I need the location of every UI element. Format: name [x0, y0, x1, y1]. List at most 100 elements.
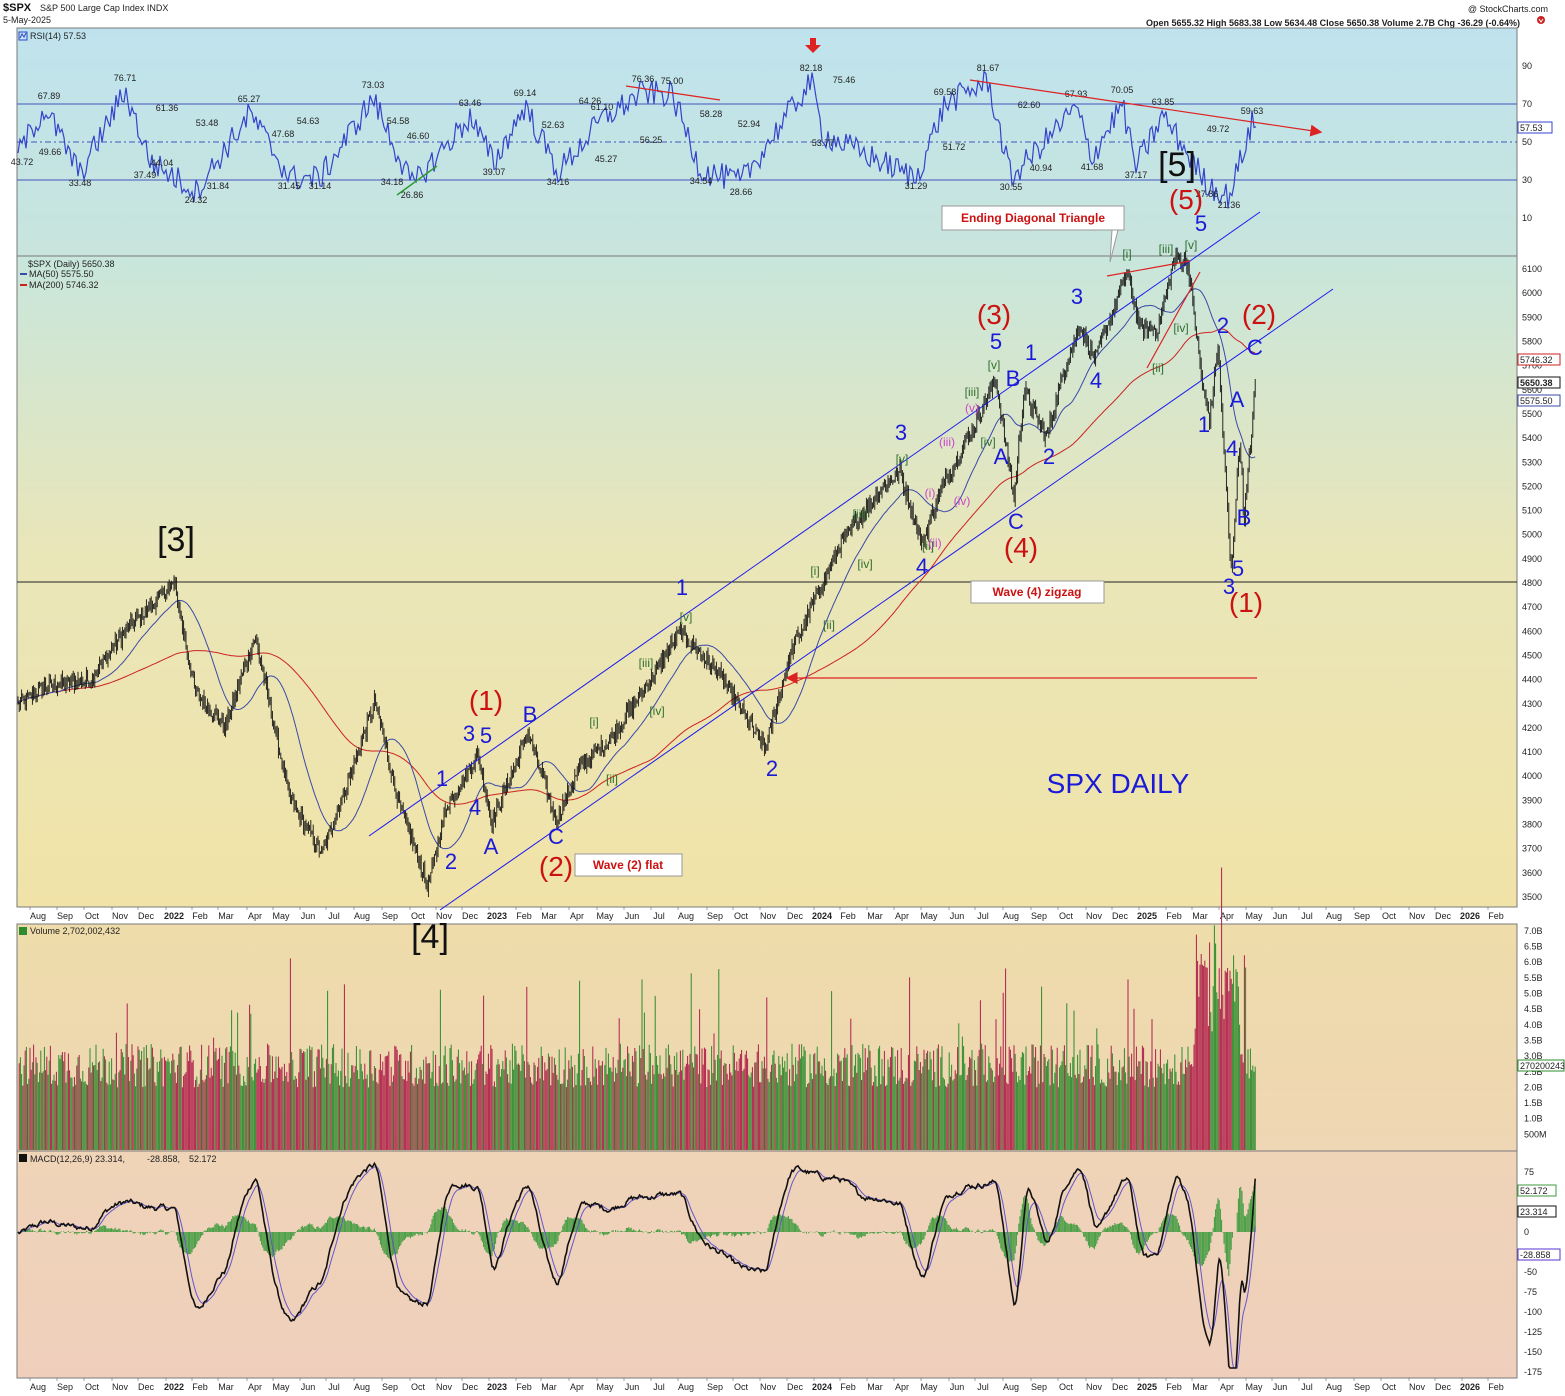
wave-label: [iv] — [857, 557, 872, 571]
rsi-value-label: 37.49 — [134, 170, 157, 180]
time-tick: Apr — [895, 1382, 909, 1392]
time-tick: Oct — [734, 911, 749, 921]
time-tick: Dec — [462, 911, 479, 921]
rsi-trendlines — [396, 79, 1323, 196]
rsi-value-label: 62.60 — [1018, 100, 1041, 110]
rsi-legend-icon — [18, 31, 28, 41]
price-tick: 3500 — [1522, 892, 1542, 902]
rsi-value-label: 61.36 — [156, 103, 179, 113]
ending-diagonal-upper — [1106, 260, 1191, 277]
time-tick: Mar — [541, 911, 557, 921]
time-tick: Jul — [977, 911, 989, 921]
time-tick: Feb — [1166, 911, 1182, 921]
rsi-value-label: 52.63 — [542, 120, 565, 130]
time-tick: Feb — [192, 1382, 208, 1392]
ma200-line — [17, 328, 1256, 805]
time-tick: 2022 — [164, 911, 184, 921]
svg-text:Wave (4) zigzag: Wave (4) zigzag — [993, 585, 1082, 599]
svg-text:5575.50: 5575.50 — [1520, 396, 1553, 406]
svg-text:2702002432: 2702002432 — [1520, 1061, 1565, 1071]
settings-icon[interactable] — [1537, 16, 1545, 24]
time-tick: 2023 — [487, 1382, 507, 1392]
rsi-value-label: 52.94 — [738, 119, 761, 129]
svg-text:52.172: 52.172 — [189, 1154, 217, 1164]
rsi-peak-marker — [805, 38, 821, 53]
wave-label: 1 — [1198, 412, 1210, 437]
macd-panel — [16, 1150, 1518, 1379]
time-tick: Oct — [1059, 1382, 1074, 1392]
wave-label: 1 — [676, 575, 688, 600]
time-tick: Jul — [977, 1382, 989, 1392]
price-legend-symbol: $SPX (Daily) 5650.38 — [28, 259, 115, 269]
index-name: S&P 500 Large Cap Index INDX — [40, 3, 168, 13]
wave-label: [v] — [988, 358, 1001, 372]
rsi-value-label: 45.27 — [595, 154, 618, 164]
svg-text:-28.858: -28.858 — [1520, 1250, 1551, 1260]
time-tick: Nov — [1086, 1382, 1103, 1392]
ending-diagonal-callout: Ending Diagonal Triangle — [941, 205, 1125, 263]
time-tick: May — [272, 911, 290, 921]
elliott-wave-labels: [3] [4] [5] (1) (2) (3) (4) (5) (1) (2) 1 2 3 4 5 A B C 1 2… — [157, 146, 1276, 956]
wave-label: B — [1006, 366, 1021, 391]
volume-legend: Volume 2,702,002,432 — [30, 926, 120, 936]
wave-label: (1) — [469, 685, 503, 716]
wave-label: [3] — [157, 521, 195, 559]
time-tick: Aug — [354, 911, 370, 921]
rsi-tick: 90 — [1522, 61, 1532, 71]
time-tick: Nov — [112, 911, 129, 921]
price-axis: 6100 6000 5900 5800 5700 5600 5500 5400 5300 5200… — [1522, 264, 1542, 902]
price-tick: 5000 — [1522, 530, 1542, 540]
wave-label: [iv] — [980, 435, 995, 449]
volume-tick: 500M — [1524, 1129, 1547, 1139]
time-tick: Nov — [1086, 911, 1103, 921]
price-tick: 4700 — [1522, 602, 1542, 612]
volume-bars — [18, 867, 1256, 1150]
time-tick: Sep — [707, 1382, 723, 1392]
volume-axis: 7.0B 6.5B 6.0B 5.5B 5.0B 4.5B 4.0B 3.5B 3.0B 2.5B… — [1524, 926, 1547, 1139]
macd-axis: 7550250-25-50-75-100-125-150-175 — [1524, 1167, 1542, 1377]
time-tick: Feb — [516, 1382, 532, 1392]
macd-legend: MACD(12,26,9) 23.314, -28.858, 52.172 — [19, 1154, 217, 1164]
time-tick: Sep — [1354, 1382, 1370, 1392]
time-tick: Jun — [301, 1382, 316, 1392]
rsi-value-label: 58.28 — [700, 109, 723, 119]
rsi-value-label: 21.36 — [1218, 200, 1241, 210]
time-tick: 2024 — [812, 911, 832, 921]
rsi-value-label: 81.67 — [977, 63, 1000, 73]
time-tick: Jul — [328, 1382, 340, 1392]
time-tick: Feb — [1166, 1382, 1182, 1392]
time-tick: May — [1245, 1382, 1263, 1392]
svg-text:23.314: 23.314 — [1520, 1207, 1548, 1217]
wave-label: C — [548, 824, 564, 849]
time-tick: Sep — [707, 911, 723, 921]
volume-tick: 3.5B — [1524, 1036, 1543, 1046]
time-tick: Feb — [192, 911, 208, 921]
ma200-legend: MA(200) 5746.32 — [29, 280, 99, 290]
rsi-legend: RSI(14) 57.53 — [30, 31, 86, 41]
wave-label: [iii] — [1159, 242, 1174, 256]
time-tick: Oct — [1059, 911, 1074, 921]
time-tick: Oct — [411, 1382, 426, 1392]
wave-label: 1 — [1025, 340, 1037, 365]
time-tick: Mar — [541, 1382, 557, 1392]
rsi-tick: 70 — [1522, 99, 1532, 109]
rsi-value-label: 37.17 — [1125, 170, 1148, 180]
rsi-value-labels: 43.72 67.89 49.66 33.48 76.71 37.49 61.36 44.04… — [11, 63, 1264, 210]
wave-label: 2 — [1217, 313, 1229, 338]
wave-label: 5 — [990, 329, 1002, 354]
price-tick: 4400 — [1522, 675, 1542, 685]
macd-current-tags: 52.172 23.314 -28.858 — [1517, 1184, 1561, 1261]
symbol: $SPX — [3, 2, 32, 14]
rsi-value-label: 76.36 — [632, 74, 655, 84]
time-tick: Mar — [1192, 911, 1208, 921]
svg-text:5746.32: 5746.32 — [1520, 355, 1553, 365]
time-tick: Sep — [57, 911, 73, 921]
wave-label: 5 — [480, 723, 492, 748]
time-tick: Jun — [1273, 1382, 1288, 1392]
chart-date: 5-May-2025 — [3, 15, 51, 25]
chart-title: SPX DAILY — [1047, 768, 1190, 799]
wave-label: 4 — [1090, 368, 1102, 393]
time-tick: Aug — [30, 1382, 46, 1392]
macd-tick: -75 — [1524, 1287, 1537, 1297]
time-tick: Jul — [1301, 911, 1313, 921]
